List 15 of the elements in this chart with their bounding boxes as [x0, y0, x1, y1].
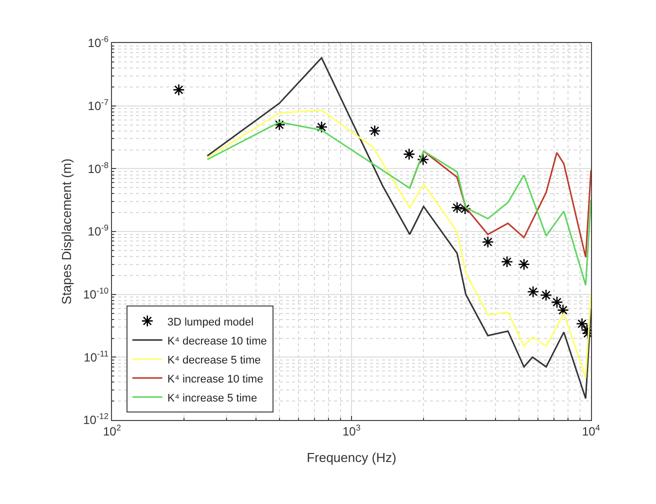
- y-tick-label: 10$^{-10}$: [83, 285, 109, 302]
- x-tick-label: 10$^{4}$: [582, 422, 600, 438]
- y-tick-label: 10$^{-8}$: [88, 160, 109, 176]
- legend-label: 3D lumped model: [167, 316, 254, 328]
- legend-label: K⁴ increase 5 time: [167, 392, 258, 404]
- y-axis-title: Stapes Displacement (m): [59, 158, 74, 304]
- y-tick-label: 10$^{-7}$: [88, 96, 109, 114]
- y-tick-label: 10$^{-6}$: [88, 34, 109, 50]
- x-tick-label: 10$^{3}$: [342, 422, 361, 438]
- legend-label: K⁴ increase 10 time: [167, 373, 264, 386]
- y-tick-label: 10$^{-11}$: [84, 348, 109, 364]
- legend-label: K⁴ decrease 5 time: [167, 354, 261, 366]
- x-axis-title: Frequency (Hz): [306, 450, 396, 465]
- legend-label: K⁴ decrease 10 time: [167, 335, 267, 348]
- y-tick-label: 10$^{-9}$: [88, 222, 109, 239]
